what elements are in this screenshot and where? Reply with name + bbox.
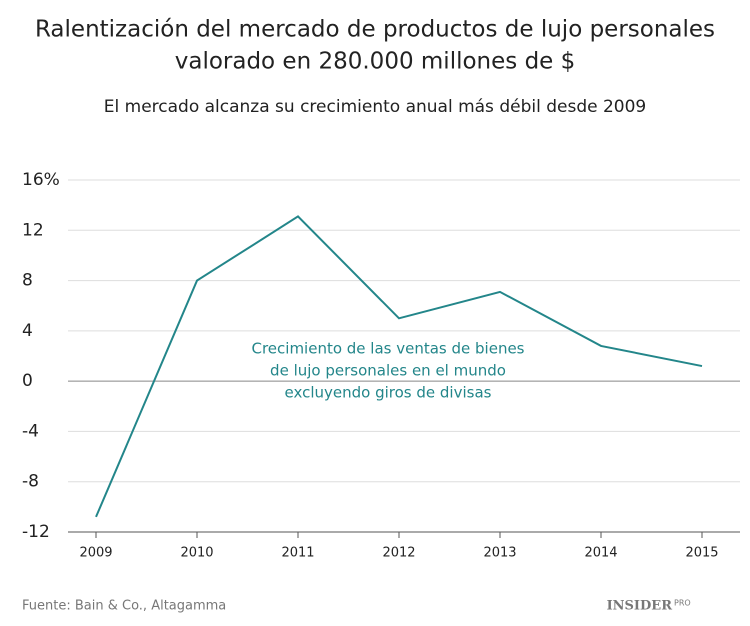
chart-title: valorado en 280.000 millones de $ <box>175 49 576 75</box>
x-tick-label: 2009 <box>79 546 112 561</box>
y-tick-label: 8 <box>22 271 33 291</box>
x-tick-label: 2015 <box>685 546 718 561</box>
data-line <box>95 215 703 518</box>
y-tick-label: -8 <box>22 472 39 492</box>
chart-title: Ralentización del mercado de productos d… <box>35 17 715 43</box>
y-tick-label: 0 <box>22 371 33 391</box>
x-tick-label: 2011 <box>281 546 314 561</box>
source: Fuente: Bain & Co., Altagamma <box>22 599 226 614</box>
x-tick-label: 2013 <box>483 546 516 561</box>
x-tick-label: 2014 <box>584 546 617 561</box>
annotation: de lujo personales en el mundo <box>270 362 506 380</box>
chart-subtitle: El mercado alcanza su crecimiento anual … <box>104 97 646 117</box>
x-tick-label: 2012 <box>382 546 415 561</box>
logo: INSIDER <box>607 599 673 614</box>
logo-sub: PRO <box>674 599 691 608</box>
y-tick-label: 12 <box>22 220 44 240</box>
y-tick-label: -4 <box>22 421 39 441</box>
y-tick-label: 4 <box>22 321 33 341</box>
annotation: excluyendo giros de divisas <box>285 384 492 402</box>
y-tick-label: -12 <box>22 522 50 542</box>
x-tick-label: 2010 <box>180 546 213 561</box>
annotation: Crecimiento de las ventas de bienes <box>251 340 524 358</box>
y-tick-label: 16% <box>22 170 60 190</box>
